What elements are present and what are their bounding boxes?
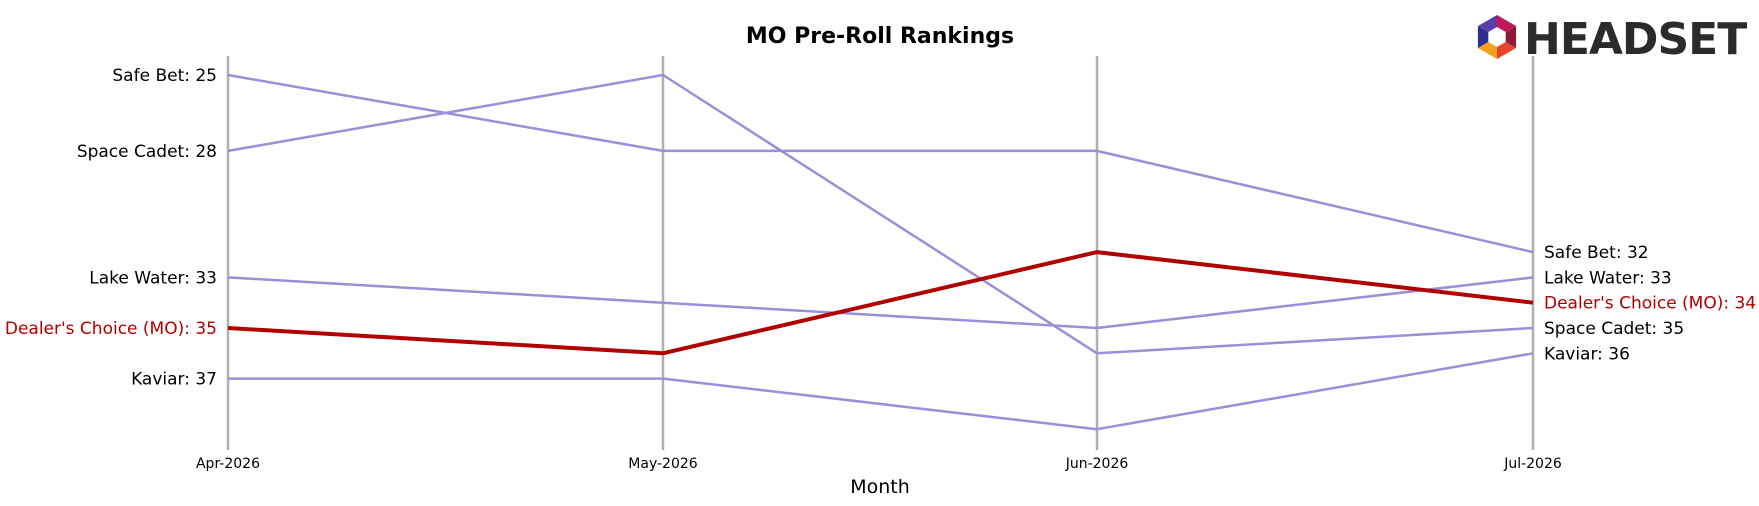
end-label: Kaviar: 36 (1544, 344, 1630, 364)
axes-layer: Apr-2026 May-2026 Jun-2026 Jul-2026 (196, 56, 1562, 472)
series-line-dealer-s-choice-mo (227, 250, 1534, 356)
start-label: Safe Bet: 25 (112, 66, 217, 86)
end-label: Dealer's Choice (MO): 34 (1544, 294, 1756, 314)
start-label: Space Cadet: 28 (77, 142, 217, 162)
end-label: Lake Water: 33 (1544, 268, 1672, 288)
logo-segment (1477, 26, 1489, 48)
x-tick-label: Apr-2026 (196, 456, 260, 472)
start-label: Dealer's Choice (MO): 35 (5, 319, 217, 339)
start-label: Lake Water: 33 (89, 268, 217, 288)
lines-layer (227, 73, 1534, 431)
end-label: Safe Bet: 32 (1544, 243, 1649, 263)
logo-segment (1505, 26, 1517, 48)
logo-segment (1477, 42, 1497, 59)
logo-segment (1497, 42, 1517, 59)
logo-text: HEADSET (1524, 14, 1747, 65)
logo-segment (1497, 15, 1517, 32)
x-tick-label: Jun-2026 (1065, 456, 1129, 472)
labels-layer: Safe Bet: 25 Space Cadet: 28 Lake Water: 3… (5, 66, 1756, 390)
headset-logo: HEADSET (1477, 14, 1748, 65)
end-label: Space Cadet: 35 (1544, 319, 1684, 339)
series-line-lake-water (227, 276, 1534, 330)
x-tick-label: Jul-2026 (1503, 456, 1562, 472)
chart-title: MO Pre-Roll Rankings (746, 24, 1014, 49)
logo-segment (1477, 15, 1497, 32)
series-line-space-cadet (227, 73, 1534, 355)
x-tick-label: May-2026 (628, 456, 697, 472)
series-line-kaviar (228, 352, 1534, 431)
hexagon-logo-icon (1477, 15, 1517, 59)
x-axis-label: Month (850, 476, 910, 498)
start-label: Kaviar: 37 (131, 370, 217, 390)
series-line-safe-bet (227, 73, 1534, 254)
